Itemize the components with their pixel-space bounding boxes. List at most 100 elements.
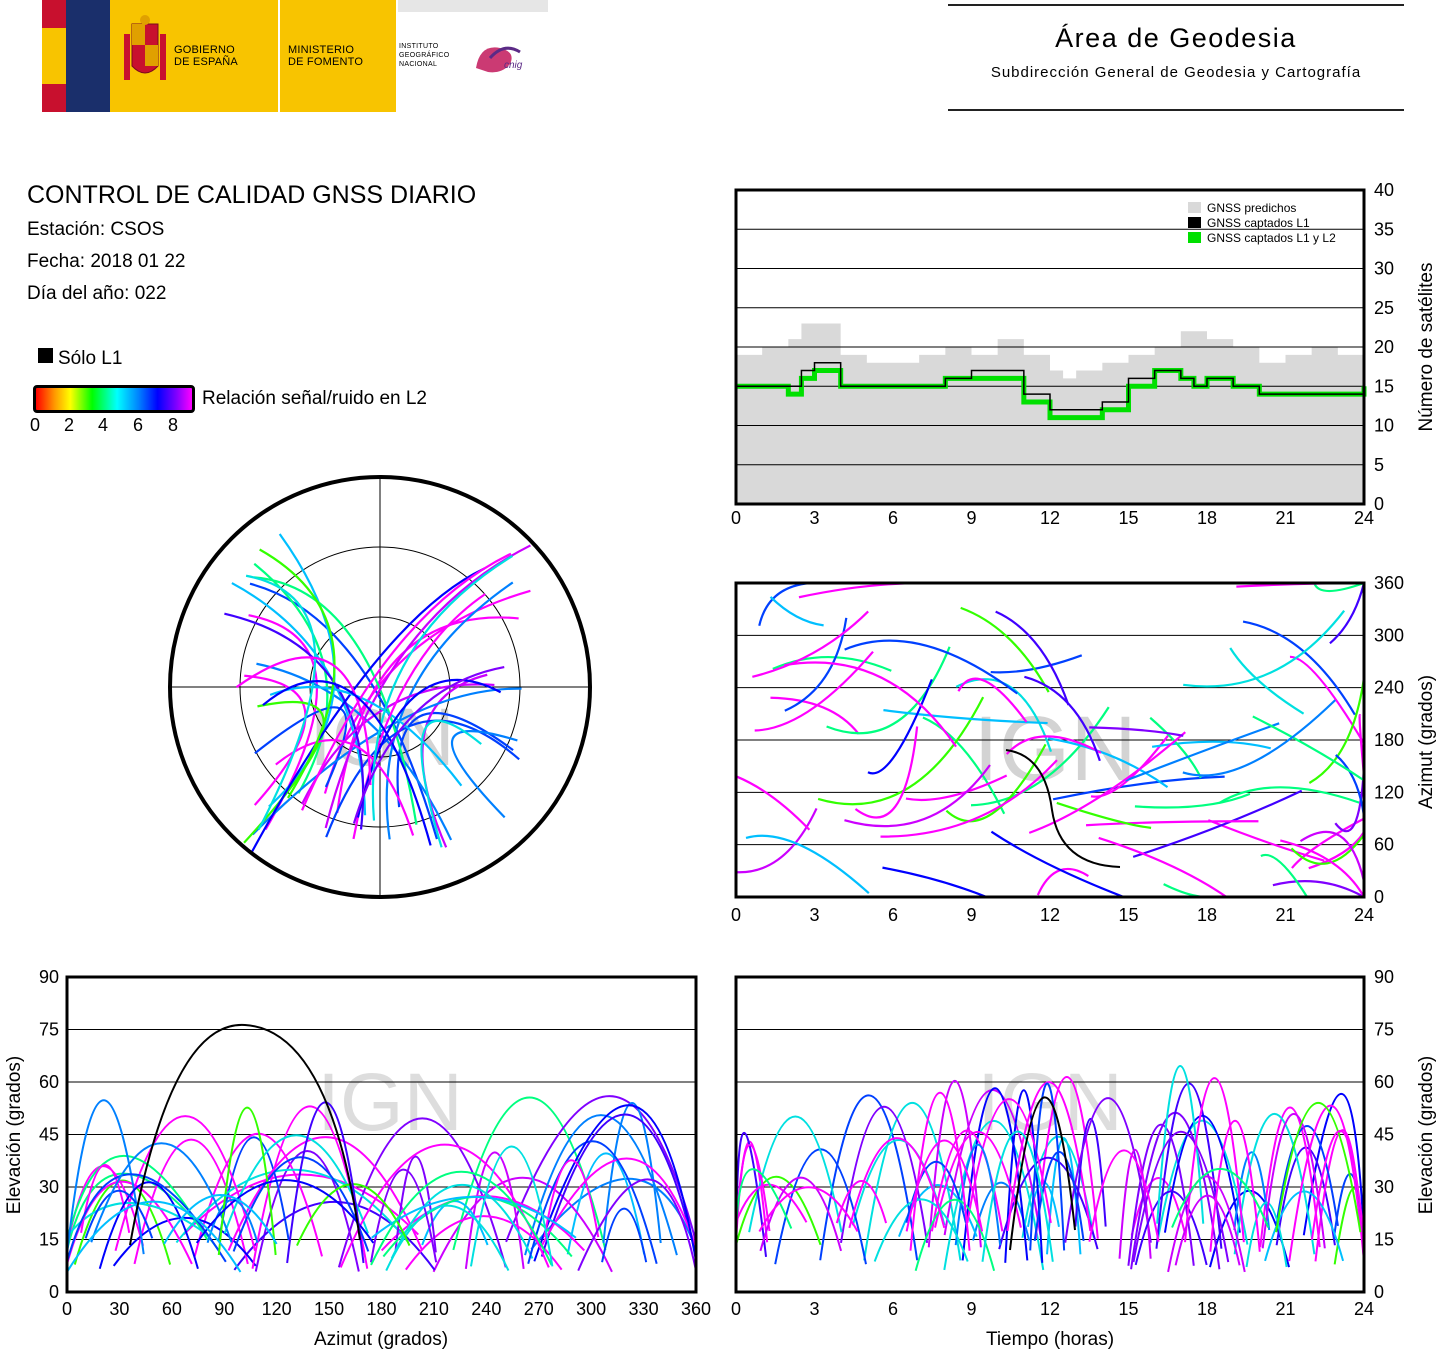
cnig-logo-text: cnig — [504, 60, 523, 71]
satellite-track — [527, 1140, 658, 1265]
satellite-track — [1174, 1194, 1241, 1266]
x-tick-label: 3 — [809, 508, 819, 528]
x-tick-label: 18 — [1197, 1299, 1217, 1319]
satellite-track — [253, 576, 418, 825]
l1-only-track — [1009, 1096, 1076, 1251]
satellite-track — [325, 719, 520, 838]
satellite-track — [769, 596, 824, 627]
y-tick-label: 35 — [1374, 219, 1394, 239]
satellite-track — [905, 1160, 967, 1223]
satellite-track — [223, 1134, 369, 1234]
x-tick-label: 15 — [1118, 1299, 1138, 1319]
x-tick-label: 180 — [366, 1299, 396, 1319]
y-tick-label: 5 — [1374, 455, 1384, 475]
satellite-track — [745, 834, 870, 895]
cnig-logo-icon: cnig — [470, 38, 536, 82]
satellite-track — [1310, 1129, 1365, 1240]
header-line-bottom — [948, 109, 1404, 111]
y-tick-label: 75 — [39, 1020, 59, 1040]
satellite-track — [269, 686, 463, 787]
x-tick-label: 0 — [731, 508, 741, 528]
satellite-track — [840, 1105, 929, 1244]
satellite-track — [957, 677, 1028, 723]
legend-label-predicted: GNSS predichos — [1207, 201, 1296, 215]
satellite-track — [1036, 867, 1089, 896]
x-tick-label: 9 — [966, 508, 976, 528]
satellite-track — [759, 1176, 843, 1252]
satellite-track — [1229, 647, 1305, 715]
snr-tick-0: 0 — [30, 415, 41, 435]
satellite-track — [163, 1193, 278, 1245]
satellite-track — [1245, 1201, 1288, 1268]
report-doy: Día del año: 022 — [27, 283, 167, 304]
satellite-track — [1132, 789, 1303, 858]
satellite-track — [602, 1101, 662, 1244]
ministerio-line-1: MINISTERIO — [288, 44, 355, 56]
legend-swatch-l1l2 — [1188, 232, 1201, 243]
satellite-track — [370, 1171, 553, 1266]
satellite-track — [112, 1217, 257, 1267]
satellite-track — [224, 612, 365, 830]
x-tick-label: 270 — [524, 1299, 554, 1319]
satellite-track — [735, 1176, 822, 1246]
y-tick-label: 45 — [39, 1125, 59, 1145]
satellite-track — [175, 1168, 410, 1244]
satellite-track — [432, 1177, 613, 1273]
satellite-track — [1182, 699, 1336, 777]
satellite-track — [1259, 1106, 1321, 1248]
elevation-azimuth-chart: IGN 0 30 60 90 120 150 180 210 240 270 300 330 360 0… — [4, 967, 711, 1350]
legend-label-l1l2: GNSS captados L1 y L2 — [1207, 231, 1336, 245]
x-tick-label: 21 — [1275, 1299, 1295, 1319]
y-axis-label: Elevación (grados) — [4, 1056, 25, 1214]
legend-swatch-predicted — [1188, 202, 1201, 213]
x-tick-label: 9 — [966, 1299, 976, 1319]
satellite-track — [754, 650, 874, 732]
satellite-track — [954, 1143, 1002, 1246]
satellite-track — [1052, 775, 1225, 801]
x-tick-label: 90 — [214, 1299, 234, 1319]
coat-of-arms-icon — [118, 14, 172, 92]
satellite-track — [1134, 792, 1251, 809]
satellite-track — [863, 1101, 962, 1261]
y-tick-label: 30 — [1374, 259, 1394, 279]
satellite-track — [275, 739, 415, 836]
x-tick-label: 18 — [1197, 508, 1217, 528]
y-tick-label: 90 — [39, 967, 59, 987]
y-tick-label: 20 — [1374, 337, 1394, 357]
satellite-track — [990, 654, 1083, 674]
y-tick-label: 60 — [1374, 1072, 1394, 1092]
satellite-track — [1261, 1112, 1326, 1249]
x-tick-label: 30 — [109, 1299, 129, 1319]
satellite-track — [540, 1113, 697, 1257]
y-tick-label: 40 — [1374, 180, 1394, 200]
y-tick-label: 0 — [1374, 1282, 1384, 1302]
x-tick-label: 0 — [62, 1299, 72, 1319]
x-tick-label: 24 — [1354, 905, 1374, 925]
x-tick-label: 21 — [1275, 905, 1295, 925]
area-title: Área de Geodesia — [1055, 23, 1297, 53]
satellite-track — [934, 1130, 1022, 1228]
x-tick-label: 120 — [262, 1299, 292, 1319]
satellite-track — [524, 1114, 678, 1256]
satellite-track — [909, 1091, 971, 1251]
y-tick-label: 15 — [1374, 1230, 1394, 1250]
satellite-track — [752, 610, 869, 678]
satellite-track — [396, 711, 514, 808]
y-tick-label: 240 — [1374, 678, 1404, 698]
satellite-track — [1029, 1082, 1066, 1251]
satellite-track — [66, 1173, 227, 1263]
satellite-track — [84, 1190, 154, 1239]
satellite-track — [848, 1137, 946, 1229]
report-date: Fecha: 2018 01 22 — [27, 251, 186, 272]
satellite-track — [1252, 715, 1365, 782]
satellite-track — [601, 1208, 648, 1263]
y-axis-label: Elevación (grados) — [1416, 1056, 1437, 1214]
satellite-track — [369, 1168, 438, 1263]
satellite-track — [98, 1181, 199, 1270]
satellite-track — [1313, 581, 1365, 593]
y-tick-label: 10 — [1374, 416, 1394, 436]
x-tick-label: 15 — [1118, 905, 1138, 925]
satellite-track — [66, 1099, 145, 1255]
x-tick-label: 60 — [162, 1299, 182, 1319]
